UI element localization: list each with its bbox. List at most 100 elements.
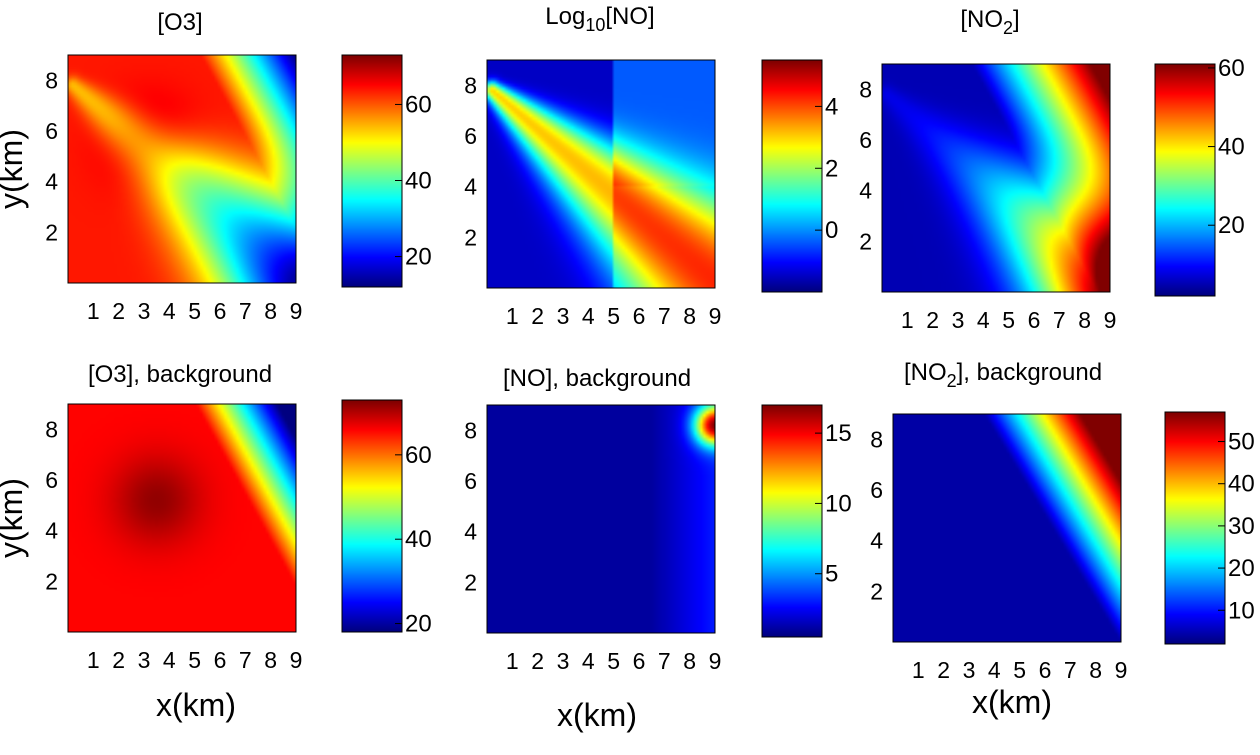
- x-tick-label: 4: [163, 647, 176, 673]
- colorbar-tick-label: 10: [1228, 597, 1255, 624]
- x-tick-label: 1: [87, 647, 100, 673]
- x-tick-label: 7: [239, 298, 252, 324]
- colorbar: [762, 60, 822, 292]
- colorbar-tick-label: 5: [825, 561, 838, 588]
- colorbar-frame: [1154, 63, 1216, 297]
- heatmap-image: [487, 60, 715, 288]
- x-tick-label: 6: [633, 303, 646, 329]
- colorbar-tick-label: 40: [405, 168, 432, 195]
- x-tick-label: 7: [1064, 657, 1077, 683]
- x-tick-label: 7: [658, 303, 671, 329]
- colorbar-frame: [341, 399, 403, 633]
- x-tick-label: 4: [582, 648, 595, 674]
- x-tick-label: 2: [937, 657, 950, 683]
- colorbar: [342, 400, 402, 632]
- colorbar-tick-label: 60: [1218, 55, 1245, 82]
- x-tick-label: 8: [264, 298, 277, 324]
- y-tick-label: 8: [870, 426, 883, 452]
- x-tick-label: 3: [138, 298, 151, 324]
- y-tick-label: 6: [464, 468, 477, 494]
- axes-frame: [67, 403, 297, 633]
- x-tick-label: 2: [531, 648, 544, 674]
- axes-frame: [892, 413, 1122, 643]
- x-tick-label: 7: [658, 648, 671, 674]
- x-tick-label: 8: [1078, 307, 1091, 333]
- y-tick-label: 4: [45, 169, 58, 195]
- axes-frame: [67, 54, 297, 284]
- y-tick-label: 8: [464, 417, 477, 443]
- x-tick-label: 5: [1002, 307, 1015, 333]
- colorbar-tick-label: 15: [825, 420, 852, 447]
- x-tick-label: 3: [557, 303, 570, 329]
- x-tick-label: 5: [188, 647, 201, 673]
- x-tick-label: 5: [188, 298, 201, 324]
- panel-title: [NO2]: [960, 6, 1019, 38]
- x-tick-label: 8: [683, 303, 696, 329]
- colorbar-frame: [1164, 411, 1226, 645]
- x-tick-label: 3: [963, 657, 976, 683]
- colorbar-tick-label: 40: [1228, 471, 1255, 498]
- x-tick-label: 6: [633, 648, 646, 674]
- panel-title: [O3]: [157, 9, 202, 36]
- x-tick-label: 9: [1115, 657, 1128, 683]
- y-tick-label: 2: [464, 224, 477, 250]
- y-tick-label: 6: [464, 123, 477, 149]
- axes-frame: [486, 59, 716, 289]
- x-tick-label: 2: [531, 303, 544, 329]
- x-tick-label: 6: [214, 647, 227, 673]
- panel-title: Log10[NO]: [545, 3, 654, 35]
- x-tick-label: 5: [607, 303, 620, 329]
- y-tick-label: 2: [45, 568, 58, 594]
- colorbar-tick-label: 20: [405, 244, 432, 271]
- panel-title: [NO], background: [503, 365, 691, 392]
- x-tick-label: 3: [952, 307, 965, 333]
- heatmap-image: [893, 414, 1121, 642]
- y-tick-label: 6: [870, 477, 883, 503]
- x-tick-label: 2: [926, 307, 939, 333]
- heatmap-image: [487, 405, 715, 633]
- colorbar-tick-label: 10: [825, 490, 852, 517]
- y-tick-label: 8: [464, 72, 477, 98]
- colorbar: [762, 405, 822, 637]
- x-tick-label: 7: [1053, 307, 1066, 333]
- colorbar-tick-label: 20: [405, 611, 432, 638]
- y-tick-label: 2: [464, 569, 477, 595]
- colorbar: [1165, 412, 1225, 644]
- y-tick-label: 2: [870, 578, 883, 604]
- x-tick-label: 4: [977, 307, 990, 333]
- colorbar: [342, 55, 402, 287]
- colorbar-tick-label: 4: [825, 93, 838, 120]
- x-tick-label: 2: [112, 298, 125, 324]
- x-tick-label: 1: [506, 648, 519, 674]
- colorbar-tick-label: 2: [825, 155, 838, 182]
- heatmap-image: [882, 64, 1110, 292]
- x-axis-label: x(km): [972, 684, 1052, 720]
- colorbar-tick-label: 20: [1218, 212, 1245, 239]
- x-tick-label: 8: [1089, 657, 1102, 683]
- y-tick-label: 2: [45, 219, 58, 245]
- y-tick-label: 8: [45, 67, 58, 93]
- heatmap-image: [68, 55, 296, 283]
- x-tick-label: 6: [1028, 307, 1041, 333]
- x-tick-label: 1: [506, 303, 519, 329]
- y-tick-label: 6: [45, 118, 58, 144]
- x-tick-label: 8: [264, 647, 277, 673]
- y-tick-label: 6: [859, 127, 872, 153]
- heatmap-image: [68, 404, 296, 632]
- x-axis-label: x(km): [156, 687, 236, 723]
- y-tick-label: 2: [859, 228, 872, 254]
- x-tick-label: 4: [988, 657, 1001, 683]
- x-tick-label: 1: [87, 298, 100, 324]
- colorbar-tick-label: 30: [1228, 513, 1255, 540]
- x-tick-label: 7: [239, 647, 252, 673]
- x-tick-label: 9: [290, 647, 303, 673]
- x-tick-label: 4: [163, 298, 176, 324]
- colorbar-tick-label: 20: [1228, 555, 1255, 582]
- axes-frame: [486, 404, 716, 634]
